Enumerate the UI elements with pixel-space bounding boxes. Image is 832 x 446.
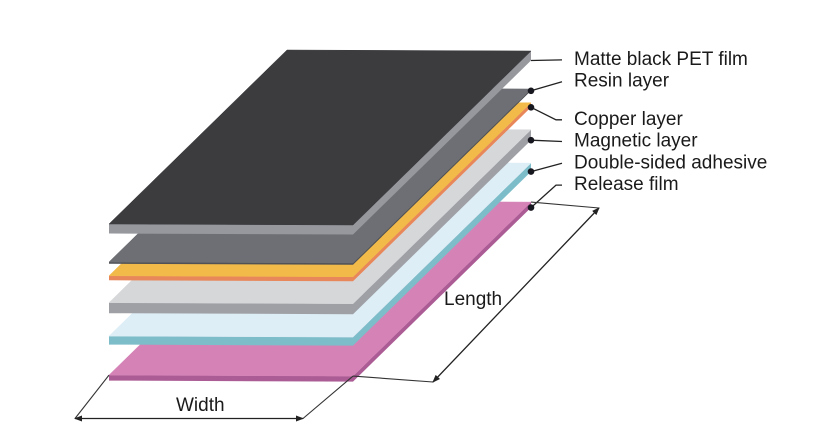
svg-text:Matte black PET film: Matte black PET film bbox=[574, 49, 748, 70]
svg-text:Double-sided adhesive: Double-sided adhesive bbox=[574, 152, 767, 173]
svg-text:Resin layer: Resin layer bbox=[574, 71, 670, 92]
svg-text:Width: Width bbox=[176, 395, 225, 416]
svg-text:Release film: Release film bbox=[574, 174, 679, 195]
svg-text:Length: Length bbox=[444, 289, 502, 310]
svg-text:Magnetic layer: Magnetic layer bbox=[574, 131, 698, 152]
svg-text:Copper layer: Copper layer bbox=[574, 109, 683, 130]
